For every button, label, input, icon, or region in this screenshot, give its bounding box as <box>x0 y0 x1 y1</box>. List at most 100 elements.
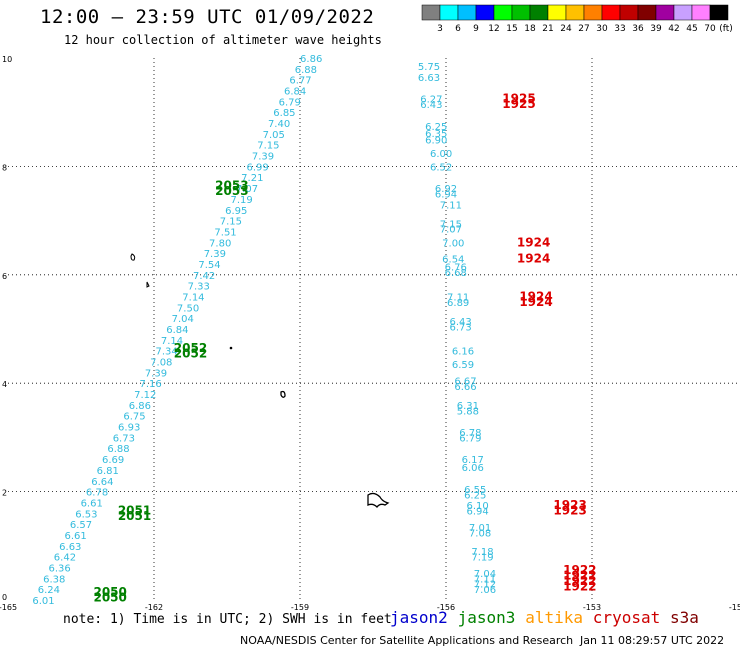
colorbar-swatch <box>457 4 477 21</box>
wave-height-label: 6.94 <box>435 190 457 201</box>
time-label: 1923 <box>553 498 586 512</box>
time-label: 1922 <box>563 563 596 577</box>
wave-height-label: 7.14 <box>182 292 204 303</box>
wave-height-label: 6.85 <box>273 108 295 119</box>
colorbar-swatch <box>601 4 621 21</box>
timestamp: Jan 11 08:29:57 UTC 2022 <box>580 634 725 647</box>
wave-height-label: 6.84 <box>284 87 306 98</box>
wave-height-label: 6.89 <box>447 298 469 309</box>
time-label: 2051 <box>118 504 151 518</box>
wave-height-label: 7.18 <box>471 547 493 558</box>
colorbar-swatch <box>583 4 603 21</box>
x-tick-label: -162 <box>145 603 163 612</box>
wave-height-label: 7.34 <box>156 347 178 358</box>
wave-height-label: 6.69 <box>102 455 124 466</box>
colorbar-swatch <box>511 4 531 21</box>
wave-height-label: 6.57 <box>70 520 92 531</box>
wave-height-label: 7.42 <box>193 271 215 282</box>
wave-height-label: 6.24 <box>38 585 60 596</box>
x-tick-label: -153 <box>583 603 601 612</box>
colorbar-swatch <box>439 4 459 21</box>
wave-height-label: 6.25 <box>464 490 486 501</box>
wave-height-label: 7.12 <box>134 390 156 401</box>
wave-height-label: 6.06 <box>462 463 484 474</box>
wave-height-label: 6.55 <box>464 485 486 496</box>
colorbar-swatch <box>493 4 513 21</box>
time-label: 2052 <box>174 341 207 355</box>
island-outline <box>367 492 390 508</box>
wave-height-label: 6.61 <box>81 498 103 509</box>
wave-height-label: 7.01 <box>469 523 491 534</box>
wave-height-label: 7.40 <box>268 119 290 130</box>
wave-height-label: 7.08 <box>469 528 491 539</box>
time-label: 2053 <box>215 178 248 192</box>
wave-height-label: 7.08 <box>150 358 172 369</box>
wave-height-label: 6.77 <box>289 76 311 87</box>
wave-height-label: 6.35 <box>425 129 447 140</box>
colorbar-tick-label: 18 <box>524 24 536 34</box>
colorbar-tick-label: 24 <box>560 24 572 34</box>
colorbar-tick-label: 3 <box>437 24 443 34</box>
colorbar-swatch <box>691 4 711 21</box>
wave-height-label: 5.88 <box>457 406 479 417</box>
wave-height-label: 6.68 <box>445 268 467 279</box>
time-label: 1925 <box>502 92 535 106</box>
colorbar-swatch <box>421 4 441 21</box>
colorbar-swatch <box>529 4 549 21</box>
wave-height-label: 7.05 <box>263 130 285 141</box>
colorbar-tick-label: 39 <box>650 24 662 34</box>
time-label: 1923 <box>553 504 586 518</box>
wave-height-label: 7.11 <box>447 292 469 303</box>
wave-height-label: 7.19 <box>471 553 493 564</box>
wave-height-label: 6.61 <box>65 531 87 542</box>
wave-height-label: 6.63 <box>418 73 440 84</box>
wave-height-label: 6.76 <box>445 263 467 274</box>
colorbar-tick-label: 42 <box>668 24 679 34</box>
wave-height-label: 6.54 <box>442 255 464 266</box>
wave-height-label: 6.16 <box>452 347 474 358</box>
colorbar-swatch <box>619 4 639 21</box>
time-label: 2050 <box>93 590 126 604</box>
x-tick-label: -159 <box>291 603 309 612</box>
wave-height-label: 6.67 <box>454 376 476 387</box>
y-tick-label: 0 <box>2 593 7 602</box>
wave-height-label: 7.15 <box>257 141 279 152</box>
wave-height-label: 6.94 <box>467 507 489 518</box>
wave-height-label: 6.42 <box>54 553 76 564</box>
time-label: 2050 <box>93 585 126 599</box>
colorbar-tick-label: 36 <box>632 24 644 34</box>
wave-height-label: 6.66 <box>454 382 476 393</box>
wave-height-label: 6.38 <box>43 574 65 585</box>
colorbar-swatch <box>709 4 729 21</box>
colorbar-tick-label: 12 <box>488 24 499 34</box>
time-label: 1922 <box>563 574 596 588</box>
time-label: 2052 <box>174 346 207 360</box>
colorbar-unit: (ft) <box>719 24 733 34</box>
wave-height-label: 6.25 <box>425 122 447 133</box>
island-outline <box>280 390 286 398</box>
colorbar-tick-label: 70 <box>704 24 716 34</box>
wave-height-label: 6.81 <box>97 466 119 477</box>
time-label: 1922 <box>563 579 596 593</box>
time-label: 1922 <box>563 569 596 583</box>
wave-height-label: 6.90 <box>425 135 447 146</box>
wave-height-label: 5.75 <box>418 62 440 73</box>
island-outline <box>130 253 136 261</box>
wave-height-label: 7.21 <box>241 173 263 184</box>
wave-height-label: 6.52 <box>430 162 452 173</box>
colorbar-tick-label: 27 <box>578 24 589 34</box>
wave-height-label: 7.50 <box>177 303 199 314</box>
colorbar-tick-label: 30 <box>596 24 608 34</box>
x-tick-label: -156 <box>437 603 455 612</box>
colorbar-tick-label: 45 <box>686 24 697 34</box>
legend-entry-jason2: jason2 <box>390 608 448 627</box>
wave-height-label: 7.39 <box>145 368 167 379</box>
wave-height-label: 6.43 <box>449 317 471 328</box>
wave-height-label: 7.80 <box>209 238 231 249</box>
colorbar-tick-label: 15 <box>506 24 517 34</box>
y-tick-label: 4 <box>2 380 7 389</box>
wave-height-label: 7.07 <box>236 184 258 195</box>
wave-height-label: 6.73 <box>449 322 471 333</box>
legend-entry-cryosat: cryosat <box>592 608 661 627</box>
